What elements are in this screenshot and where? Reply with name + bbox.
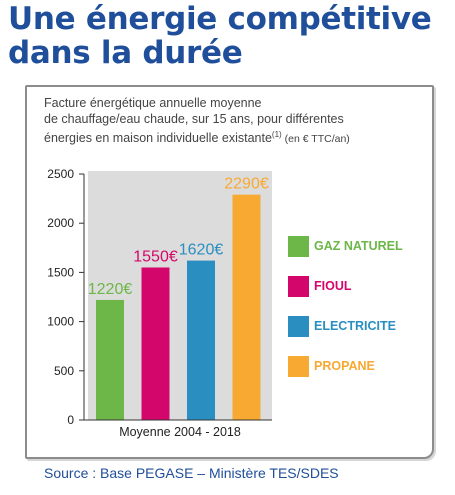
bar-4 (232, 194, 261, 420)
bar-2 (141, 267, 170, 420)
source-note: Source : Base PEGASE – Ministère TES/SDE… (44, 465, 339, 481)
subtitle-line-1: Facture énergétique annuelle moyenne (44, 96, 262, 110)
y-tick-label: 1000 (47, 315, 74, 329)
x-axis-label: Moyenne 2004 - 2018 (119, 425, 241, 439)
y-tick-label: 500 (54, 364, 74, 378)
legend-label: FIOUL (314, 279, 352, 293)
bar-value-label: 1550€ (133, 248, 178, 265)
subtitle-line-2: de chauffage/eau chaude, sur 15 ans, pou… (44, 112, 344, 126)
subtitle-line-3-main: énergies en maison individuelle existant… (44, 131, 272, 146)
y-tick-label: 1500 (47, 265, 74, 279)
legend-label: GAZ NATUREL (314, 239, 403, 253)
legend-swatch (288, 356, 309, 377)
y-tick-label: 2500 (47, 167, 74, 181)
subtitle-line-3: énergies en maison individuelle existant… (44, 127, 424, 147)
legend-swatch (288, 276, 309, 297)
legend-label: PROPANE (314, 359, 375, 373)
legend-swatch (288, 316, 309, 337)
bar-value-label: 1620€ (179, 242, 224, 259)
subtitle-unit: (en € TTC/an) (281, 133, 350, 146)
headline: Une énergie compétitive dans la durée (8, 2, 448, 70)
footnote-marker: (1) (271, 130, 282, 139)
bar-1 (96, 299, 124, 420)
headline-line-1: Une énergie compétitive (8, 1, 432, 37)
headline-line-2: dans la durée (8, 35, 243, 71)
y-tick-label: 0 (67, 413, 74, 427)
legend-label: ELECTRICITE (314, 319, 396, 333)
chart-subtitle: Facture énergétique annuelle moyenne de … (44, 95, 424, 147)
legend-swatch (288, 236, 309, 257)
y-tick-label: 2000 (47, 216, 74, 230)
bar-value-label: 2290€ (224, 176, 269, 193)
bar-value-label: 1220€ (88, 281, 133, 298)
bar-3 (187, 260, 215, 420)
